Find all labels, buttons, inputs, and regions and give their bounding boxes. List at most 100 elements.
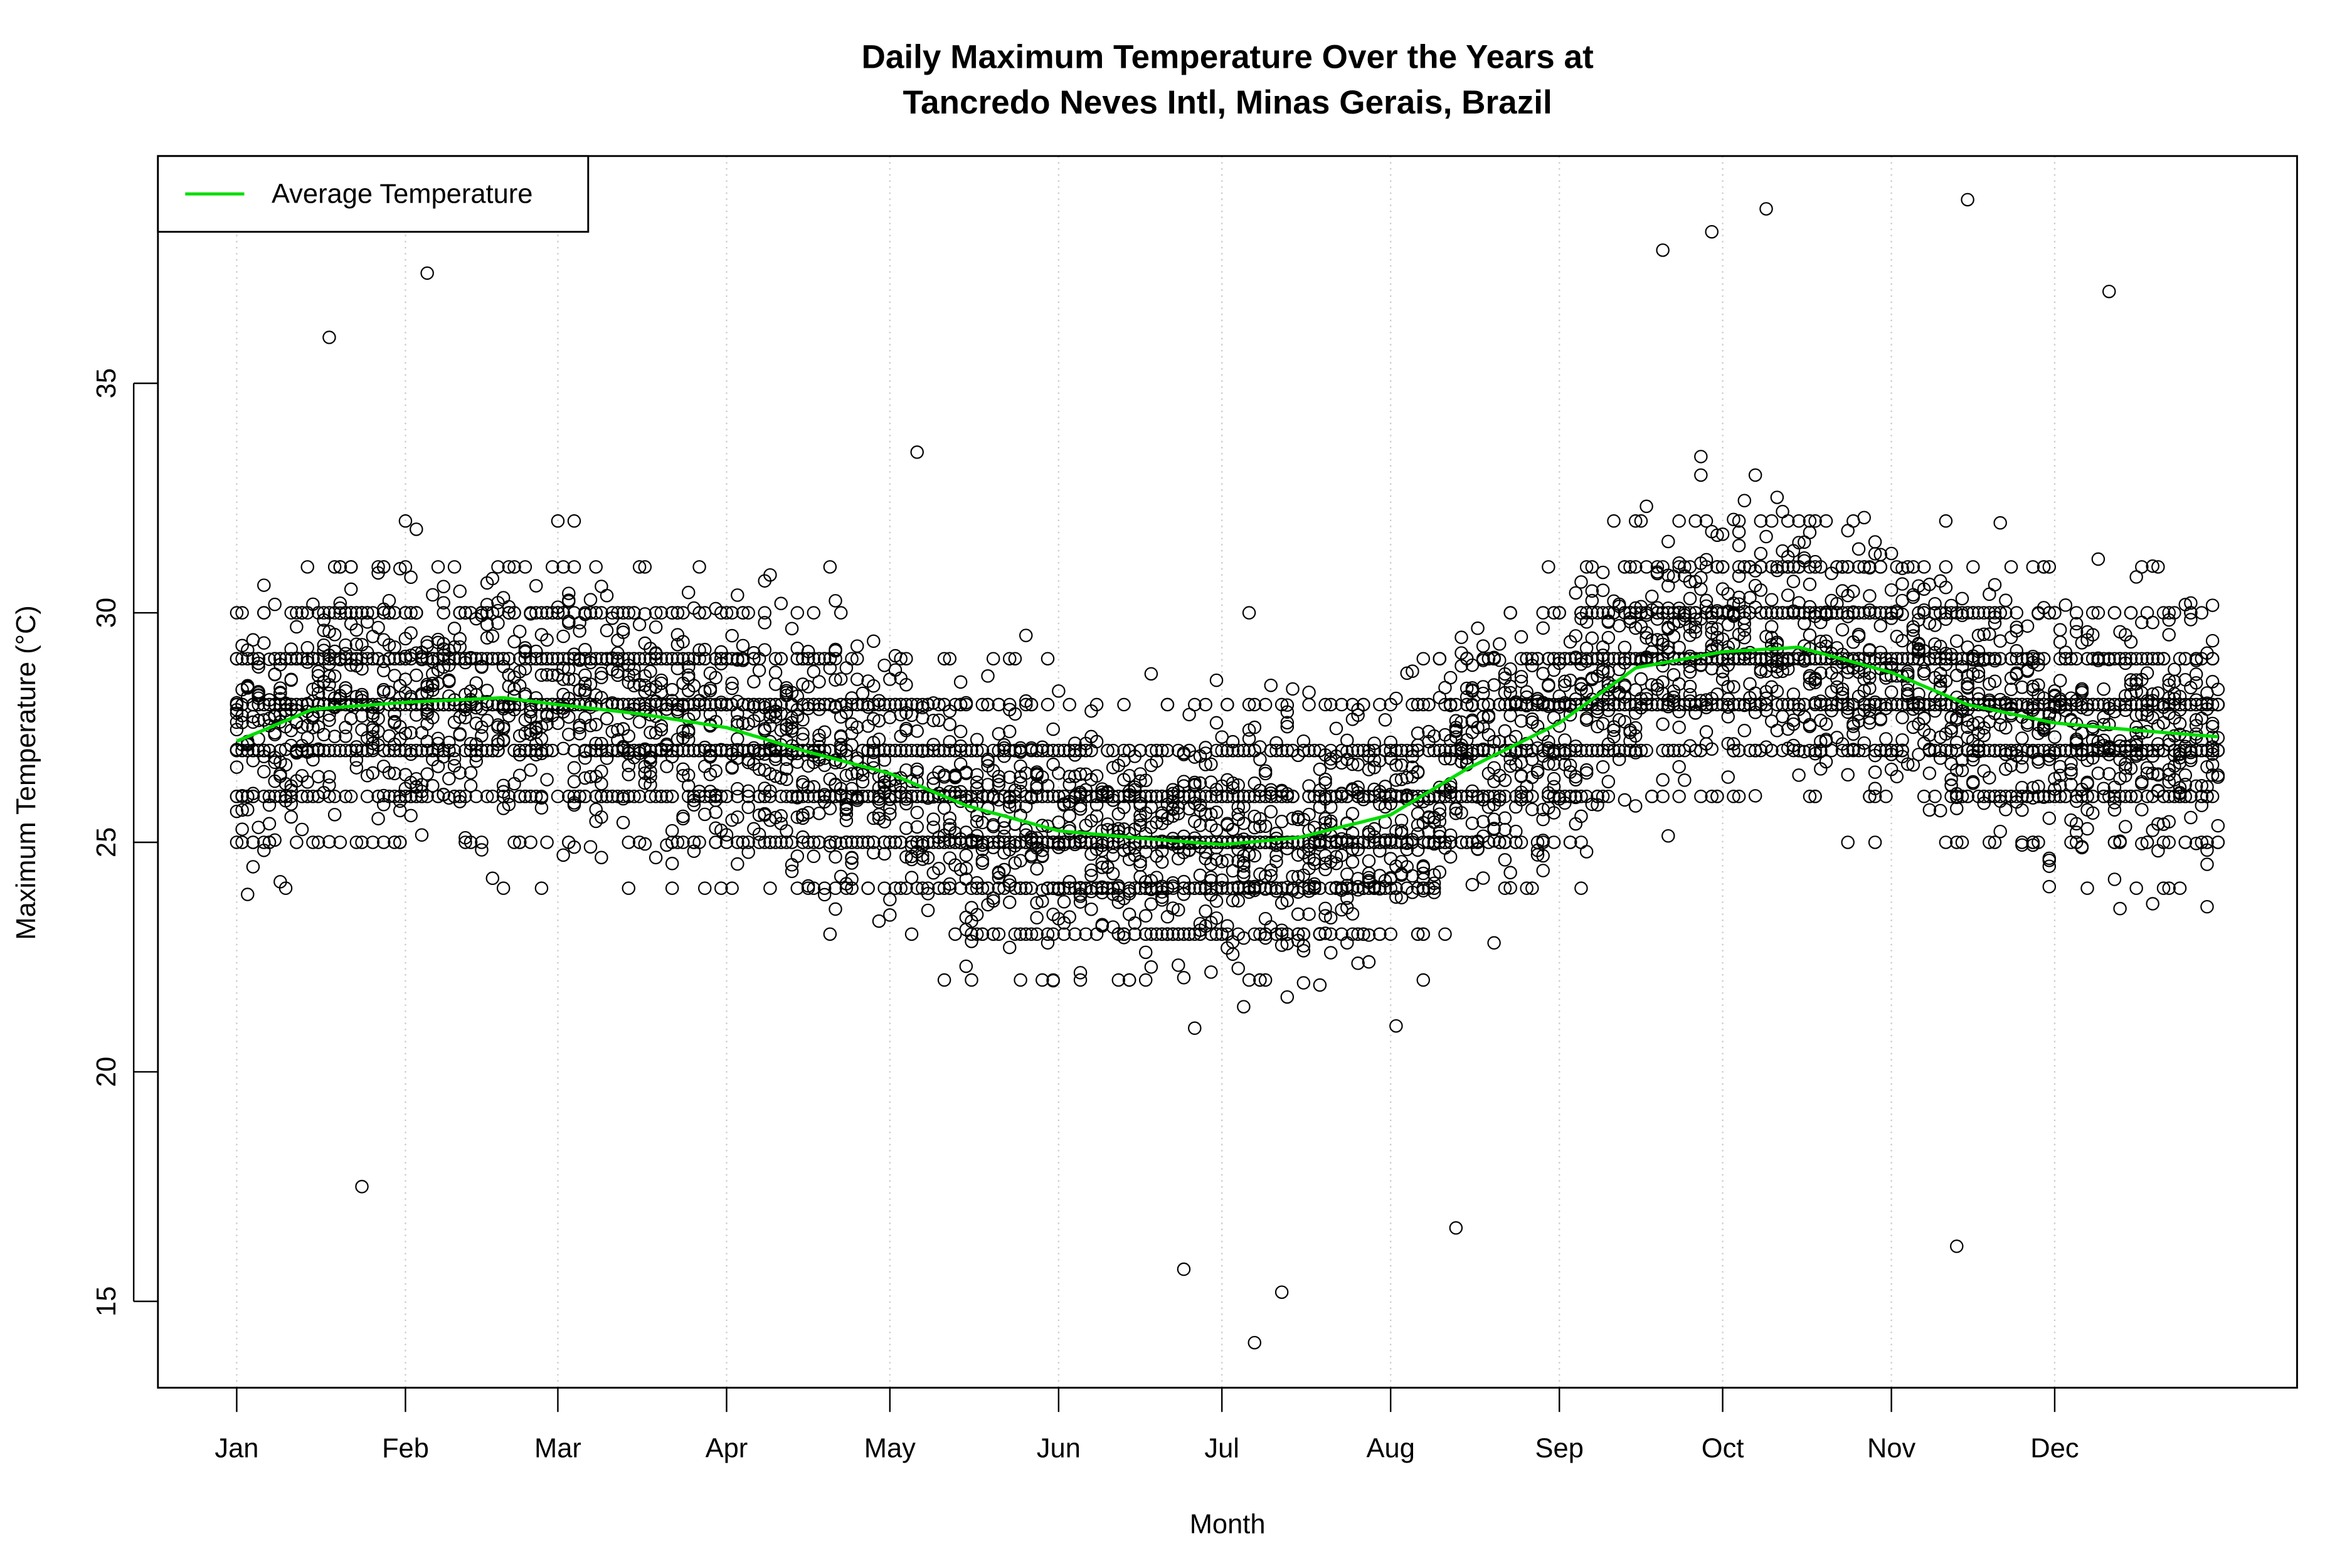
scatter-point: [339, 638, 352, 652]
scatter-point: [311, 665, 326, 679]
scatter-point: [1286, 682, 1300, 696]
scatter-point: [709, 743, 723, 758]
scatter-point: [273, 681, 287, 695]
scatter-point: [1661, 829, 1675, 843]
scatter-point: [290, 835, 304, 849]
scatter-point: [404, 808, 418, 823]
scatter-point: [268, 728, 282, 741]
scatter-point: [567, 790, 581, 803]
scatter-point: [595, 765, 608, 778]
scatter-point: [1052, 684, 1066, 698]
scatter-point: [507, 560, 521, 574]
scatter-point: [426, 697, 440, 712]
scatter-point: [371, 711, 385, 726]
scatter-point: [306, 597, 320, 612]
scatter-point: [1694, 450, 1708, 464]
scatter-point: [268, 597, 282, 612]
scatter-point: [442, 771, 456, 786]
scatter-point: [235, 835, 249, 849]
scatter-point: [665, 790, 679, 803]
scatter-point: [491, 560, 505, 574]
scatter-point: [1666, 668, 1681, 682]
scatter-point: [327, 669, 342, 683]
scatter-point: [1084, 869, 1098, 882]
scatter-point: [595, 580, 608, 593]
scatter-point: [246, 790, 260, 803]
scatter-point: [551, 514, 565, 528]
scatter-point: [464, 835, 478, 849]
scatter-point: [485, 871, 500, 886]
scatter-point: [595, 652, 608, 665]
scatter-point: [644, 765, 657, 779]
scatter-point: [1378, 712, 1392, 727]
scatter-point: [953, 675, 968, 689]
scatter-point: [322, 713, 336, 728]
scatter-point: [937, 973, 951, 987]
scatter-point: [344, 711, 358, 726]
scatter-point: [1128, 916, 1142, 930]
scatter-point: [1155, 893, 1169, 907]
scatter-point: [339, 790, 352, 803]
scatter-point: [322, 743, 336, 758]
scatter-point: [1188, 1021, 1202, 1036]
scatter-point: [284, 810, 298, 824]
scatter-point: [578, 790, 592, 803]
scatter-point: [1389, 1019, 1403, 1033]
scatter-point: [257, 743, 271, 758]
scatter-point: [464, 766, 478, 780]
scatter-point: [344, 606, 358, 620]
scatter-point: [398, 606, 413, 620]
scatter-point: [1296, 976, 1311, 990]
scatter-point: [703, 697, 718, 712]
scatter-point: [540, 668, 554, 682]
scatter-point: [1454, 630, 1468, 644]
scatter-point: [1258, 764, 1273, 778]
scatter-point: [426, 779, 440, 793]
scatter-point: [262, 697, 277, 712]
scatter-point: [257, 606, 271, 620]
scatter-point: [731, 588, 744, 602]
scatter-point: [883, 711, 897, 724]
scatter-point: [410, 668, 423, 682]
scatter-point: [480, 631, 494, 645]
scatter-point: [551, 790, 565, 803]
scatter-point: [1073, 802, 1088, 816]
scatter-point: [469, 790, 484, 803]
scatter-point: [284, 797, 298, 811]
scatter-point: [589, 718, 603, 732]
scatter-point: [573, 726, 586, 741]
scatter-point: [518, 790, 532, 803]
scatter-point: [660, 790, 674, 803]
scatter-point: [235, 822, 249, 836]
scatter-point: [284, 790, 298, 803]
scatter-point: [1471, 621, 1485, 635]
scatter-point: [317, 743, 331, 758]
scatter-point: [426, 588, 440, 602]
scatter-point: [687, 844, 701, 858]
scatter-point: [698, 642, 712, 657]
scatter-point: [834, 729, 848, 743]
scatter-point: [464, 652, 478, 665]
scatter-point: [1699, 725, 1714, 739]
scatter-point: [464, 778, 478, 793]
scatter-point: [611, 723, 625, 737]
scatter-point: [638, 652, 652, 665]
scatter-point: [431, 560, 445, 574]
scatter-point: [627, 790, 641, 803]
scatter-point: [540, 652, 554, 665]
scatter-point: [376, 835, 391, 849]
scatter-point: [1199, 904, 1212, 918]
scatter-point: [747, 675, 761, 689]
scatter-point: [1520, 685, 1534, 699]
scatter-point: [692, 560, 706, 574]
scatter-point: [725, 681, 739, 696]
scatter-point: [1503, 866, 1517, 880]
scatter-point: [790, 606, 805, 620]
scatter-point: [246, 835, 260, 849]
scatter-point: [556, 629, 570, 644]
scatter-point: [453, 727, 467, 741]
scatter-point: [986, 652, 1000, 665]
scatter-point: [1514, 630, 1528, 644]
scatter-point: [670, 606, 685, 620]
scatter-point: [567, 840, 581, 854]
